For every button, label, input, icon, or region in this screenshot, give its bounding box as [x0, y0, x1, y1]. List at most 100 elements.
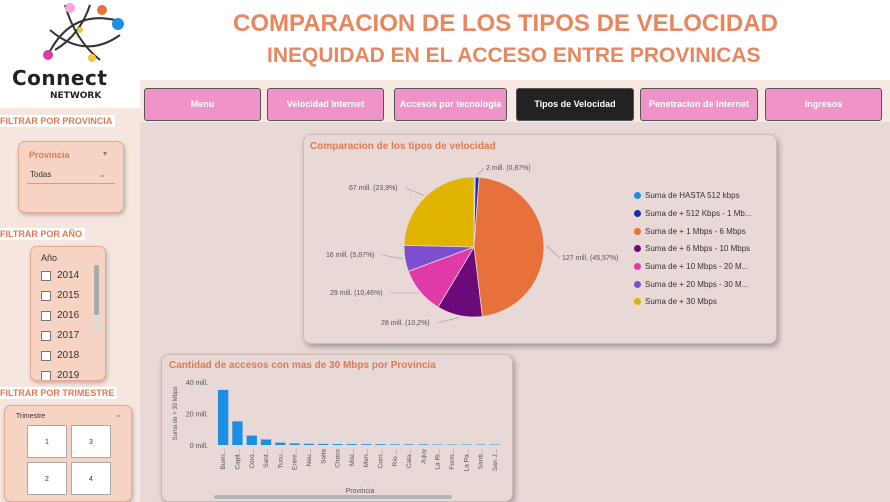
x-tick-label: Sant... [263, 449, 270, 468]
bar[interactable] [361, 444, 372, 445]
x-tick-label: Capit... [234, 449, 241, 470]
year-option[interactable]: 2015 [41, 290, 79, 301]
anio-slicer: Año 2014 2015 2016 2017 2018 2019 [30, 246, 106, 381]
year-option[interactable]: 2014 [41, 270, 79, 281]
year-option[interactable]: 2017 [41, 330, 79, 341]
pie-label-leader [545, 245, 561, 259]
bar-chart: 40 mill. 20 mill. 0 mill. Suma de + 30 Mbps… [173, 380, 500, 499]
x-tick-label: La Pa... [463, 449, 470, 472]
x-tick-label: Misi... [349, 449, 356, 466]
trimestre-option[interactable]: 1 [27, 425, 67, 458]
legend-swatch [634, 228, 641, 235]
chevron-down-icon[interactable]: ▾ [103, 149, 108, 158]
checkbox[interactable] [41, 290, 51, 301]
year-option[interactable]: 2019 [41, 370, 79, 380]
x-tick-label: Corri... [377, 449, 384, 469]
page-title: COMPARACION DE LOS TIPOS DE VELOCIDAD [233, 10, 778, 37]
legend-item: Suma de HASTA 512 kbps [634, 191, 740, 200]
main-content: Comparacion de los tipos de velocidad 2 … [140, 122, 890, 502]
checkbox[interactable] [41, 330, 51, 341]
x-tick-label: Río ... [392, 449, 399, 467]
pie-slice[interactable] [403, 176, 475, 248]
legend-swatch [634, 210, 641, 217]
sidebar: Connect NETWORK FILTRAR POR PROVINCIA Pr… [0, 0, 140, 502]
bar[interactable] [403, 444, 415, 445]
x-tick-label: Form... [449, 449, 456, 470]
y-tick-label: 20 mill. [186, 412, 208, 419]
pie-chart-card: Comparacion de los tipos de velocidad 2 … [303, 134, 777, 344]
bar[interactable] [389, 444, 400, 445]
y-tick-label: 40 mill. [186, 380, 208, 387]
x-tick-label: Jujuy [420, 448, 427, 464]
bar[interactable] [318, 443, 329, 445]
logo-wordmark: Connect [12, 66, 108, 90]
nav-velocidad-internet-button[interactable]: Velocidad Internet [267, 88, 384, 121]
y-tick-label: 0 mill. [190, 443, 208, 450]
bar[interactable] [232, 421, 243, 445]
nav-menu-button[interactable]: Menu [144, 88, 261, 121]
legend-item: Suma de + 512 Kbps - 1 Mb... [634, 209, 752, 218]
bar-chart-title: Cantidad de accesos con mas de 30 Mbps p… [169, 360, 436, 371]
nav-accesos-tecnologia-button[interactable]: Accesos por tecnología [394, 88, 507, 121]
legend-item: Suma de + 20 Mbps - 30 M... [634, 280, 748, 289]
filter-provincia-label: FILTRAR POR PROVINCIA [0, 115, 116, 127]
y-axis-label: Suma de + 30 Mbps [173, 387, 179, 441]
bar-chart-card: Cantidad de accesos con mas de 30 Mbps p… [161, 354, 513, 502]
legend-item: Suma de + 6 Mbps - 10 Mbps [634, 244, 750, 253]
checkbox[interactable] [41, 350, 51, 361]
bar[interactable] [275, 442, 286, 445]
provincia-slicer-title: Provincia [29, 150, 70, 160]
page-header: COMPARACION DE LOS TIPOS DE VELOCIDAD IN… [140, 0, 890, 80]
chevron-down-icon: ⌄ [99, 170, 106, 179]
x-tick-label: Santi... [478, 449, 485, 469]
bar[interactable] [260, 439, 272, 445]
x-tick-label: Neu... [306, 449, 313, 467]
bar[interactable] [289, 443, 300, 445]
bar[interactable] [218, 389, 229, 445]
logo: Connect NETWORK [0, 0, 140, 108]
pie-chart: 2 mill. (0,87%) 127 mill. (45,57%) 28 mill… [326, 165, 618, 327]
nav-ingresos-button[interactable]: Ingresos [765, 88, 882, 121]
bar[interactable] [246, 435, 257, 445]
chevron-down-icon[interactable]: ⌄ [115, 410, 122, 419]
horizontal-scrollbar[interactable] [214, 495, 452, 499]
x-tick-label: Buen... [220, 449, 227, 470]
year-scrollbar[interactable] [94, 265, 99, 331]
x-tick-label: Cata... [406, 449, 413, 468]
pie-data-label: 2 mill. (0,87%) [486, 165, 531, 172]
nav-penetracion-internet-button[interactable]: Penetracion de Internet [640, 88, 758, 121]
legend-item: Suma de + 10 Mbps - 20 M... [634, 262, 748, 271]
pie-data-label: 28 mill. (10,2%) [381, 320, 430, 327]
legend-swatch [634, 281, 641, 288]
pie-label-leader [437, 317, 460, 324]
trimestre-slicer-title: Trimestre [16, 413, 46, 420]
trimestre-option[interactable]: 2 [27, 462, 67, 495]
nav-tipos-velocidad-button[interactable]: Tipos de Velocidad [516, 88, 634, 121]
pie-slice[interactable] [473, 176, 545, 317]
bar[interactable] [375, 444, 386, 445]
trimestre-option[interactable]: 3 [71, 425, 111, 458]
provincia-dropdown-value: Todas [30, 170, 52, 179]
legend-swatch [634, 298, 641, 305]
checkbox[interactable] [41, 270, 51, 281]
x-tick-label: Chaco [335, 449, 342, 468]
x-tick-label: La Ri... [435, 449, 442, 470]
legend-item: Suma de + 30 Mbps [634, 297, 717, 306]
pie-data-label: 127 mill. (45,57%) [562, 255, 618, 262]
scroll-thumb[interactable] [94, 265, 99, 315]
pie-chart-title: Comparacion de los tipos de velocidad [310, 141, 496, 152]
year-option[interactable]: 2018 [41, 350, 79, 361]
provincia-dropdown[interactable]: Todas ⌄ [27, 168, 115, 184]
bar[interactable] [418, 444, 429, 445]
checkbox[interactable] [41, 310, 51, 321]
year-option[interactable]: 2016 [41, 310, 79, 321]
bar[interactable] [303, 443, 315, 445]
bar[interactable] [346, 444, 357, 445]
trimestre-slicer: Trimestre ⌄ 1 3 2 4 [4, 405, 132, 502]
trimestre-option[interactable]: 4 [71, 462, 111, 495]
nav-bar: Menu Velocidad Internet Accesos por tecn… [140, 80, 890, 122]
legend-swatch [634, 192, 641, 199]
bar[interactable] [332, 444, 343, 445]
connect-network-logo-icon [43, 3, 124, 62]
checkbox[interactable] [41, 370, 51, 380]
